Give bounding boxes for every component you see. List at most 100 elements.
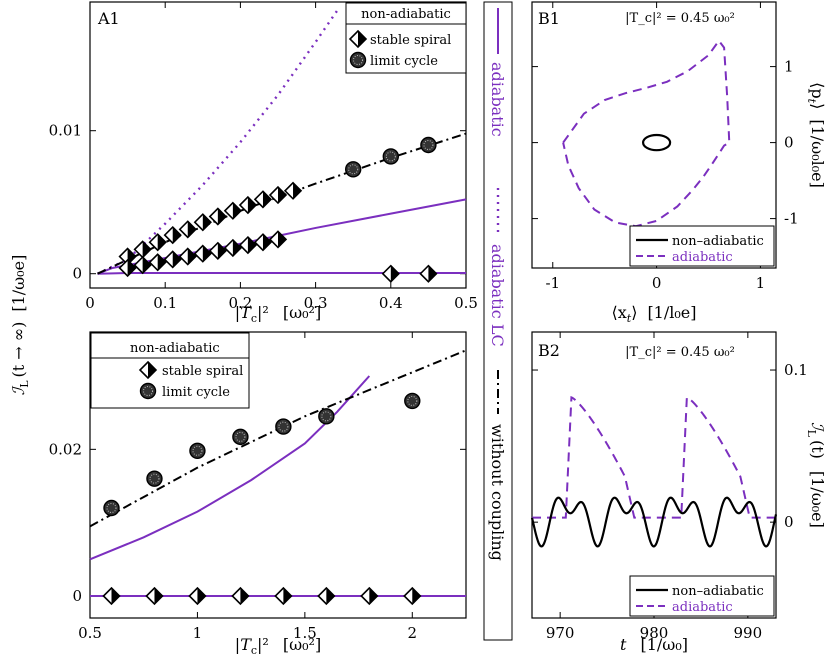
A2-limit-cycle-6-hatch xyxy=(407,395,418,406)
center-legend-adiabatic-lc-label: adiabatic LC xyxy=(488,244,507,347)
A2-limit-cycle-5-hatch xyxy=(321,411,332,422)
A2-xlabel: |Tc|² [ω₀²] xyxy=(235,635,321,657)
A2-ytick-label-1: 0.02 xyxy=(49,440,82,458)
A1-spiral-lower-6-half xyxy=(217,242,226,259)
A2-legend-spiral-label: stable spiral xyxy=(162,364,243,379)
A2-legend-box xyxy=(90,332,250,409)
A1-spiral-upper-1-half xyxy=(142,241,151,258)
A1-spiral-upper-3-half xyxy=(172,227,181,244)
B2-ylabel: ℐL(t)[1/ω₀e] xyxy=(805,422,827,528)
B2-legend-box xyxy=(629,575,775,617)
A2-limit-cycle-3 xyxy=(232,428,249,446)
B1-legend-adiabatic-label: adiabatic xyxy=(672,250,733,265)
B2-annotation: |T_c|² = 0.45 ω₀² xyxy=(625,345,735,360)
A1-spiral-lower-10-half xyxy=(278,231,286,248)
A1-legend-lc-label: limit cycle xyxy=(370,54,438,69)
B2-xtick-label-2: 990 xyxy=(734,624,763,642)
A2-without-coupling-line xyxy=(89,349,467,528)
center-legend: adiabatic adiabatic LC without coupling xyxy=(488,8,507,561)
A2-limit-cycle-1-hatch xyxy=(149,473,160,484)
B2-xtick-label-0: 970 xyxy=(546,624,575,642)
A2-limit-cycle-2 xyxy=(189,442,206,459)
B1-ylabel-group: ⟨pt⟩[1/ω₀l₀e] xyxy=(805,82,827,188)
A1-spiral-upper-4-half xyxy=(187,221,196,238)
B2-legend-non-adiabatic-label: non–adiabatic xyxy=(672,584,764,599)
B2-xtick-label-1: 980 xyxy=(640,624,669,642)
A1-spiral-lower-9-half xyxy=(262,234,271,251)
A2-spiral-4-half xyxy=(283,588,292,604)
B1-ytick-label-0: -1 xyxy=(784,210,799,228)
A1-spiral-lower-0-half xyxy=(127,259,136,276)
A1-spiral-lower-1-half xyxy=(142,257,151,274)
A1-xlabel: |Tc|² [ω₀²] xyxy=(235,303,321,325)
A1-spiral-lower-7-half xyxy=(232,239,241,256)
A2-spiral-1-half xyxy=(154,588,163,604)
A1-spiral-upper-2-half xyxy=(157,234,166,251)
A2-xtick-label-3: 2 xyxy=(408,624,418,642)
ylabel-sub: L xyxy=(18,380,31,388)
A1-xtick-label-2: 0.2 xyxy=(228,294,252,312)
center-legend-adiabatic-label: adiabatic xyxy=(488,62,507,137)
A2-legend-title: non-adiabatic xyxy=(130,341,220,356)
A1-adiabatic-lc-line xyxy=(97,8,340,275)
B1-xtick-label-1: 0 xyxy=(652,274,662,292)
B1-legend-non-adiabatic-label: non–adiabatic xyxy=(672,234,764,249)
A2-limit-cycle-2-hatch xyxy=(192,445,203,456)
B2-non-adiabatic-line xyxy=(530,496,778,548)
panel-A1-frame xyxy=(89,1,467,289)
A1-spiral-lower-3-half xyxy=(172,251,181,268)
A2-spiral-3-half xyxy=(240,588,249,604)
A1-spiral-upper-0-half xyxy=(127,248,136,265)
A2-xtick-label-1: 1 xyxy=(193,624,203,642)
A1-legend-spiral-marker-half xyxy=(358,31,366,47)
B2-ytick-label-0: 0 xyxy=(784,513,794,531)
A2-limit-cycle-6 xyxy=(404,392,421,410)
A2-limit-cycle-5 xyxy=(318,408,335,425)
panel-B2: 970 980 990 0 0.1 t [1/ω₀] ℐL(t)[1/ω₀e] non–adia… xyxy=(530,332,827,654)
B1-adiabatic-loop xyxy=(562,39,731,228)
B2-legend-adiabatic-label: adiabatic xyxy=(672,600,733,615)
A2-limit-cycle-3-hatch xyxy=(235,431,246,442)
A1-spiral-upper-9-half xyxy=(262,191,271,208)
B2-adiabatic-line xyxy=(532,395,776,519)
A1-limit-cycle-2 xyxy=(420,136,437,154)
A2-xtick-label-0: 0.5 xyxy=(78,624,102,642)
A2-spiral-6-half xyxy=(369,588,378,604)
A2-spiral-7-half xyxy=(412,588,421,604)
A2-spiral-5-half xyxy=(326,588,335,604)
A1-limit-cycle-0 xyxy=(345,161,362,178)
svg-text:ℐL(t → ∞)[1/ω₀e]: ℐL (t → ∞) [1/ω₀e] xyxy=(9,255,31,396)
A1-spiral-upper-5-half xyxy=(202,214,211,231)
A1-legend-lc-marker xyxy=(349,51,367,69)
panel-B1-frame xyxy=(531,1,777,269)
A1-spiral-lower-2-half xyxy=(157,254,166,271)
B2-ylabel-group: ℐL(t)[1/ω₀e] xyxy=(805,422,827,528)
B1-ytick-label-2: 1 xyxy=(784,58,794,76)
A1-spiral-zero-0-half xyxy=(390,265,399,282)
A1-ytick-label-0: 0 xyxy=(72,265,82,283)
ylabel-units: [1/ω₀e] xyxy=(9,255,28,312)
A1-limit-cycle-0-hatch xyxy=(348,164,359,175)
A1-xtick-label-4: 0.4 xyxy=(379,294,403,312)
A1-spiral-lower-4-half xyxy=(187,248,196,265)
panel-B2-tag: B2 xyxy=(538,341,560,360)
B1-xtick-label-2: 1 xyxy=(756,274,766,292)
A1-xtick-label-0: 0 xyxy=(85,294,95,312)
A1-limit-cycle-2-hatch xyxy=(423,140,434,150)
panel-A1-tag: A1 xyxy=(97,9,120,28)
A2-limit-cycle-4 xyxy=(275,418,292,435)
A1-without-coupling-line xyxy=(97,132,467,275)
A2-limit-cycle-1 xyxy=(146,470,163,487)
B2-ytick-label-1: 0.1 xyxy=(784,361,808,379)
A1-adiabatic-lower-line xyxy=(97,271,466,275)
center-legend-without-label: without coupling xyxy=(488,424,507,561)
A2-adiabatic-line xyxy=(89,375,371,561)
panel-B1-tag: B1 xyxy=(538,9,560,28)
ylabel-arg: (t → ∞) xyxy=(9,322,28,378)
B1-legend-box xyxy=(629,225,775,267)
B1-annotation: |T_c|² = 0.45 ω₀² xyxy=(625,11,735,26)
shared-ylabel: ℐL (t → ∞) [1/ω₀e] xyxy=(9,255,31,396)
A2-legend: non-adiabatic stable spiral limit cycle xyxy=(90,332,250,409)
A2-legend-lc-marker-hatch xyxy=(143,386,153,396)
